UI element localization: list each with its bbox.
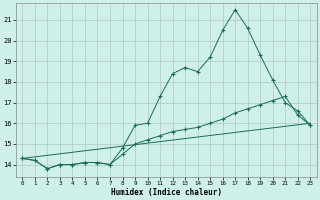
X-axis label: Humidex (Indice chaleur): Humidex (Indice chaleur) bbox=[111, 188, 222, 197]
